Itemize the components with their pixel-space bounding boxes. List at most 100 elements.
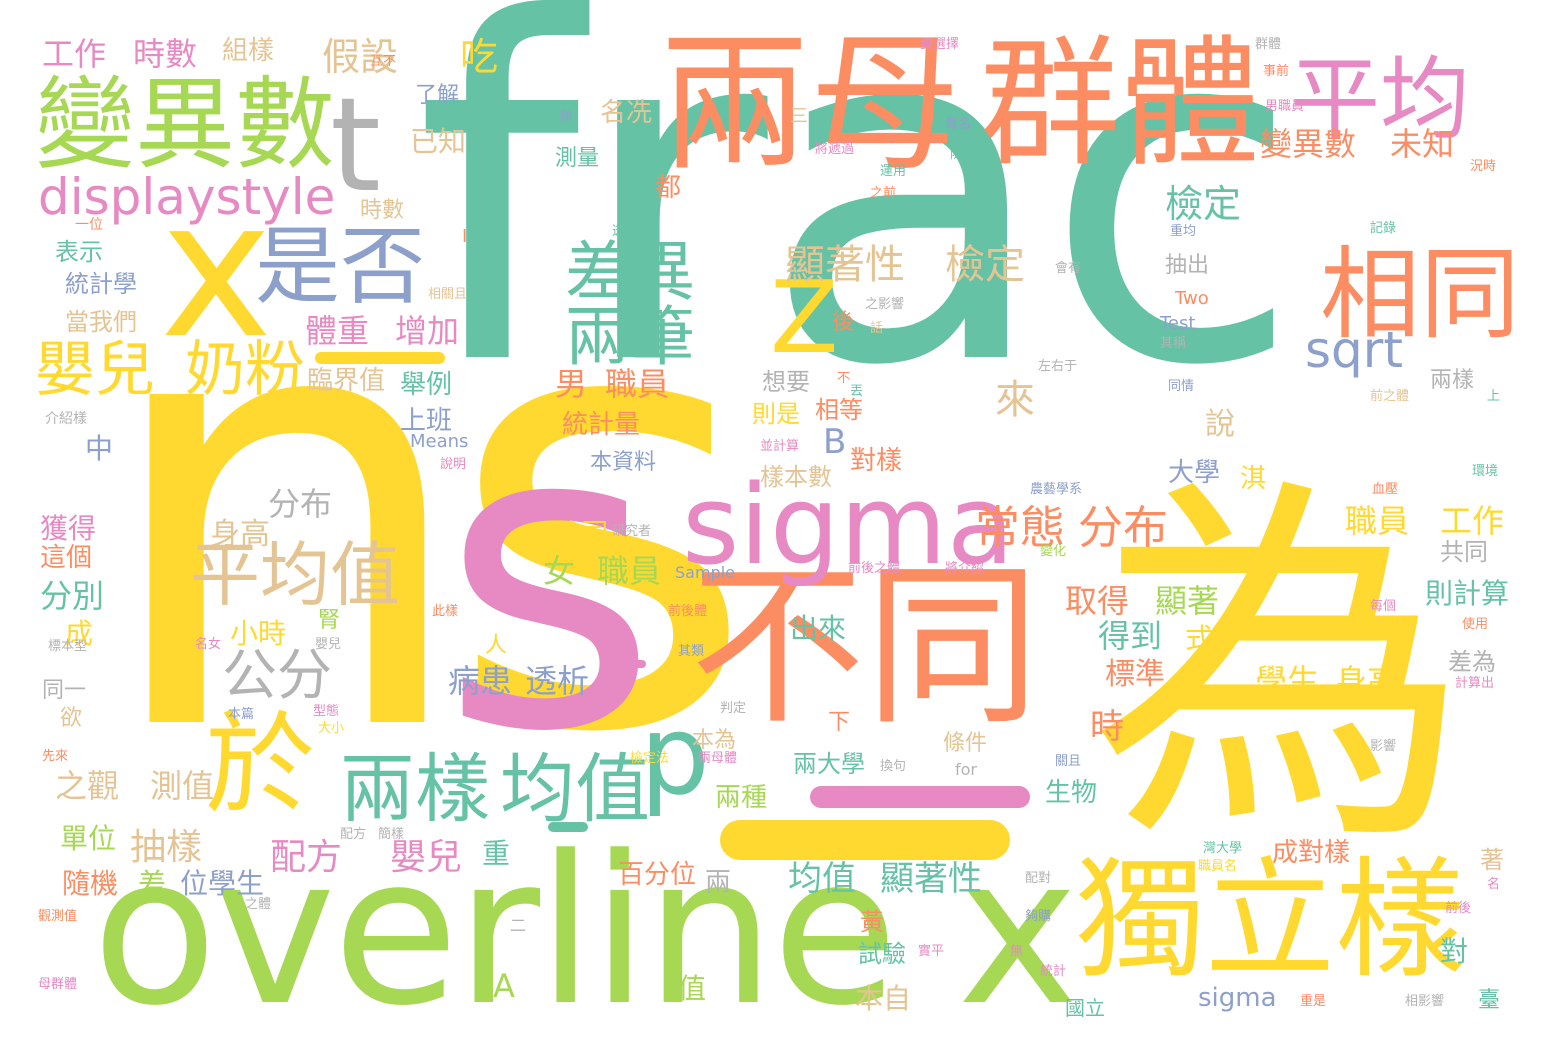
word-chi: 吃 [460, 35, 499, 79]
word-qude: 取得 [1065, 582, 1130, 620]
word-zeji: 則計算 [1425, 577, 1510, 610]
word-peifang2: 配方 [340, 827, 367, 842]
word-chawei: 差為 [1448, 648, 1496, 676]
word-pingjun: 平均 [1290, 47, 1470, 152]
word-xiangyingxiang: 相影響 [1405, 994, 1445, 1009]
word-chouyang: 抽樣 [130, 827, 203, 868]
word-danwei: 單位 [60, 822, 117, 855]
word-naifen: 奶粉 [185, 335, 305, 405]
word-xinzang: 腎 [318, 608, 341, 633]
word-biaozhun: 標準 [1105, 657, 1165, 692]
word-benzi: 本自 [855, 982, 912, 1015]
word-haozhiyuan: 職員名 [1198, 859, 1238, 874]
word-tiaojian: 條件 [943, 731, 988, 756]
word-zhiyingxiang: 之影響 [865, 297, 905, 312]
word-xianlai: 先來 [42, 749, 69, 764]
word-bianhua: 變化 [1040, 544, 1067, 559]
word-ns: ns [95, 165, 758, 864]
word-huanju: 換句 [880, 759, 907, 774]
word-liangmuti: 兩母體 [698, 751, 738, 766]
word-cezhi2: 觀測值 [38, 909, 78, 924]
word-wei: 為 [1090, 448, 1470, 891]
word-yinger3: 嬰兒 [315, 637, 342, 652]
word-dedao: 得到 [1098, 617, 1163, 655]
word-lai: 來 [995, 377, 1035, 423]
word-zhongjun: 重均 [1170, 224, 1197, 239]
word-zuoyouyu: 左右于 [1038, 359, 1078, 374]
word-qunti2: 群體 [1255, 37, 1282, 52]
word-zuo: 做 [560, 109, 574, 124]
word-shengwu: 生物 [1045, 778, 1098, 808]
word-shangban: 上班 [400, 406, 453, 436]
overline-bar-upper [315, 352, 445, 364]
word-fenbu2: 分布 [268, 485, 333, 523]
overline-bar-small [548, 822, 588, 832]
word-zhiqian: 之前 [870, 186, 897, 201]
word-jiashe: 假設 [322, 35, 399, 79]
word-muqunti: 母群體 [38, 977, 78, 992]
word-baifenwei: 百分位 [618, 860, 697, 890]
word-chulai: 出來 [790, 612, 847, 645]
word-xiangguanqie: 相關且 [428, 287, 468, 302]
word-weizhi: 未知 [1390, 125, 1455, 163]
word-nan: 男 [555, 365, 588, 403]
word-xiangyao: 想要 [762, 368, 810, 396]
word-yinger2: 嬰兒 [390, 837, 463, 878]
word-bianyishu2: 變異數 [1260, 125, 1357, 163]
word-panding: 判定 [720, 701, 747, 716]
word-butong: 不同 [690, 546, 1040, 749]
word-liangbi: 兩筆 [565, 300, 696, 375]
word-jisuanchu: 計算出 [1455, 676, 1495, 691]
word-frac: frac [415, 0, 1302, 468]
word-huanjing: 環境 [1472, 464, 1499, 479]
word-er: I [462, 226, 468, 247]
word-A: A [493, 967, 515, 1005]
word-hou: 後 [832, 310, 855, 335]
word-shi2: 時 [1090, 707, 1124, 747]
word-yanjiuzhe: 研究者 [612, 524, 652, 539]
word-peifang: 配方 [270, 837, 343, 878]
word-jiandingfa: 檢定法 [630, 751, 670, 766]
word-shengao: 身高 [210, 517, 270, 552]
word-guoli: 國立 [1065, 996, 1105, 1020]
word-qianhouzhi: 前後之體 [848, 561, 901, 576]
word-displaystyle: displaystyle [38, 168, 336, 226]
word-xianzhuxing2: 顯著性 [880, 859, 982, 899]
word-goumai: 夠購 [1025, 909, 1052, 924]
word-changtai: 常態 [975, 501, 1066, 554]
word-qianhou: 前後 [1445, 901, 1472, 916]
word-tongjixue: 統計學 [65, 270, 137, 298]
word-jianding: 檢定 [1165, 182, 1242, 226]
word-juli: 舉例 [400, 370, 453, 400]
word-daxue: 大學 [1168, 458, 1221, 488]
word-cici: 此樣 [432, 604, 459, 619]
word-tongjiliang: 統計量 [562, 410, 641, 440]
word-peidui: 配對 [1025, 871, 1052, 886]
word-fenbie: 分別 [40, 577, 105, 615]
word-yangbenshu: 樣本數 [760, 463, 832, 491]
word-ren: 人 [485, 633, 508, 658]
word-shang: 上 [1487, 389, 1501, 404]
word-ti: 話 [870, 321, 884, 336]
word-xiangtong: 相同 [1320, 236, 1520, 353]
word-t: t [330, 69, 381, 221]
word-yu2: 欲 [60, 706, 83, 731]
word-liangyang: 兩樣 [340, 745, 491, 833]
word-meiming: 每名 [945, 117, 972, 132]
word-qita: 其稱 [1160, 336, 1187, 351]
word-zhiguan: 之觀 [55, 767, 120, 805]
word-junzhi: 均值 [500, 745, 651, 833]
word-cheng: 成 [65, 617, 94, 650]
word-junzhi2: 均值 [788, 859, 856, 899]
word-guanqie: 關且 [1055, 754, 1082, 769]
word-zhongzhi: 重 [482, 837, 511, 870]
word-xingbie: 型態 [313, 704, 340, 719]
word-bingguan: 病患 [448, 662, 513, 700]
word-zhongshi: 重是 [1300, 994, 1327, 1009]
word-means: Means [410, 431, 469, 452]
word-jiangjie: 將遞過 [815, 142, 855, 157]
word-nv: 女 [543, 552, 576, 590]
word-xianzhu: 顯著 [1155, 582, 1220, 620]
word-gongtong: 共同 [1440, 538, 1488, 566]
word-dou: 都 [655, 173, 682, 203]
